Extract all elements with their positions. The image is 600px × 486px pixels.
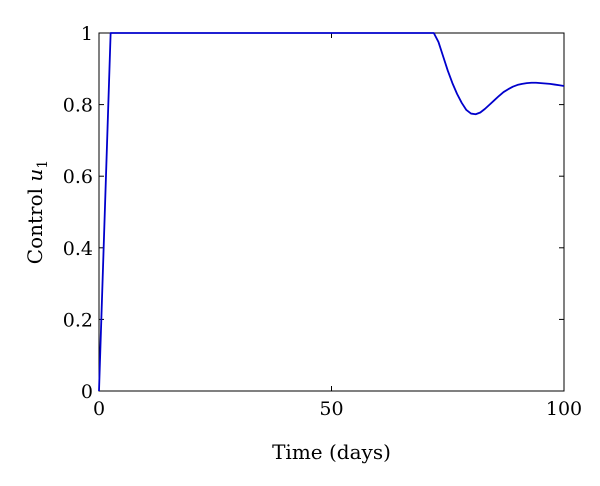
y-tick-label: 0.2	[63, 309, 93, 331]
y-axis-label-subscript: 1	[35, 160, 51, 169]
series-layer	[98, 32, 565, 392]
y-axis-label: Control u1	[23, 160, 51, 264]
y-tick-label: 0.4	[63, 238, 93, 260]
y-axis-label-text: Control	[23, 182, 47, 265]
x-tick-label: 50	[319, 398, 343, 420]
axis-ticks	[98, 32, 565, 392]
plot-area	[98, 32, 565, 392]
x-tick-label: 0	[93, 398, 105, 420]
series-line	[98, 32, 565, 392]
y-tick-label: 0	[81, 381, 93, 403]
tick-labels: 0 50 100 0 0.2 0.4 0.6 0.8 1	[63, 23, 582, 420]
y-tick-label: 1	[81, 23, 93, 45]
y-tick-label: 0.8	[63, 95, 93, 117]
y-axis-label-variable: u	[23, 169, 47, 182]
x-axis-label: Time (days)	[272, 440, 391, 464]
y-tick-label: 0.6	[63, 166, 93, 188]
x-tick-label: 100	[546, 398, 582, 420]
plot-frame	[98, 32, 565, 392]
